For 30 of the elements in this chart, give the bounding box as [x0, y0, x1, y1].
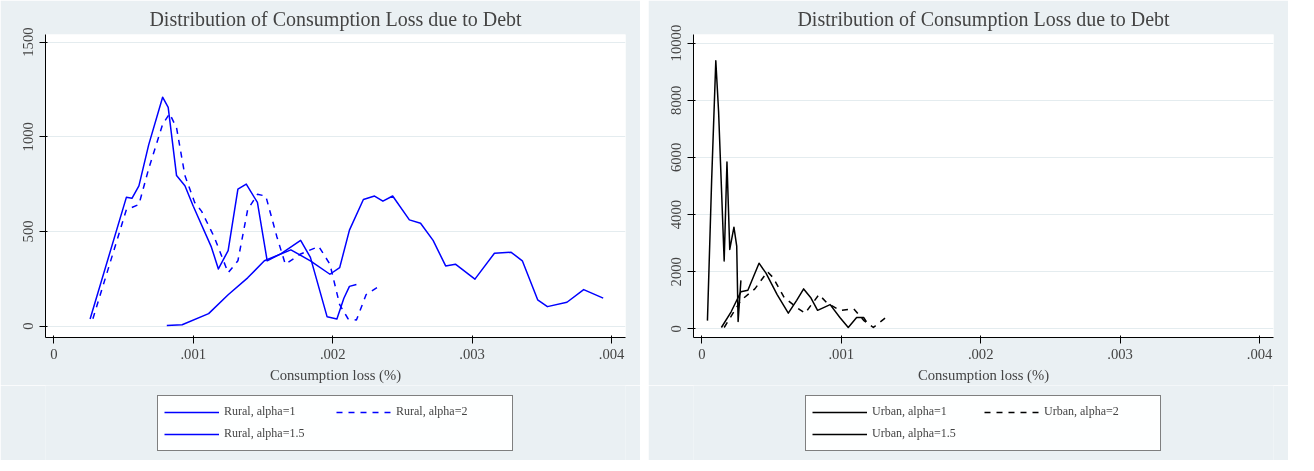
x-tick-label: .004 — [598, 345, 626, 362]
legend-label: Rural, alpha=1.5 — [224, 426, 306, 441]
y-tick-label: 4000 — [668, 199, 685, 230]
legend-label: Rural, alpha=1 — [224, 404, 297, 419]
y-tick-label: 500 — [20, 220, 37, 243]
y-tick-label: 10000 — [668, 24, 685, 62]
x-axis-title: Consumption loss (%) — [269, 366, 402, 384]
x-tick-label: 0 — [50, 345, 58, 362]
chart-title: Distribution of Consumption Loss due to Debt — [797, 7, 1171, 31]
x-tick-label: .004 — [1246, 345, 1274, 362]
y-tick-label: 2000 — [668, 257, 685, 287]
legend-label: Urban, alpha=1.5 — [872, 426, 957, 441]
y-tick-label: 0 — [20, 322, 37, 330]
x-tick-label: .002 — [967, 345, 994, 362]
x-tick-label: .002 — [319, 345, 346, 362]
x-tick-label: .003 — [459, 345, 485, 362]
x-tick-label: .003 — [1107, 345, 1133, 362]
y-tick-label: 0 — [668, 325, 685, 333]
legend-label: Urban, alpha=1 — [872, 404, 948, 419]
legend-label: Urban, alpha=2 — [1044, 404, 1120, 419]
x-tick-label: .001 — [180, 345, 207, 362]
x-tick-label: .001 — [828, 345, 855, 362]
y-tick-label: 8000 — [668, 85, 685, 115]
chart-title: Distribution of Consumption Loss due to Debt — [149, 7, 523, 31]
x-axis-title: Consumption loss (%) — [917, 366, 1050, 384]
y-tick-label: 1500 — [20, 27, 37, 57]
y-tick-label: 1000 — [20, 122, 37, 152]
legend-label: Rural, alpha=2 — [396, 404, 469, 419]
y-tick-label: 6000 — [668, 142, 685, 173]
x-tick-label: 0 — [698, 345, 706, 362]
